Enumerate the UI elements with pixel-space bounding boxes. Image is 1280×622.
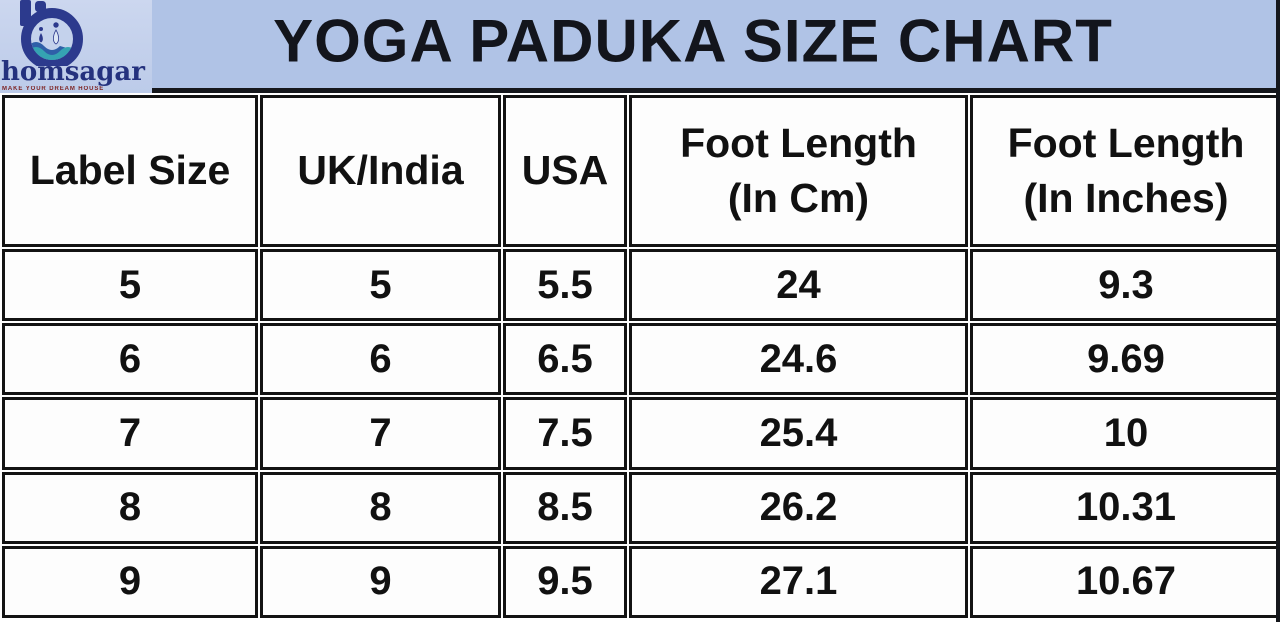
cell-foot-length-inches: 9.3 bbox=[970, 249, 1276, 322]
header-text: Foot Length bbox=[680, 119, 917, 166]
cell-label-size: 6 bbox=[2, 323, 258, 396]
size-chart-table: Label Size UK/India USA Foot Length (In C… bbox=[0, 93, 1276, 620]
cell-foot-length-inches: 9.69 bbox=[970, 323, 1276, 396]
page-title: YOGA PADUKA SIZE CHART bbox=[273, 7, 1113, 75]
cell-uk-india: 5 bbox=[260, 249, 501, 322]
cell-usa: 5.5 bbox=[503, 249, 627, 322]
table-header-row: Label Size UK/India USA Foot Length (In C… bbox=[2, 95, 1276, 247]
cell-foot-length-cm: 24.6 bbox=[629, 323, 968, 396]
header-text: Label Size bbox=[29, 147, 231, 194]
cell-label-size: 7 bbox=[2, 397, 258, 470]
cell-usa: 6.5 bbox=[503, 323, 627, 396]
homsagar-water-home-icon bbox=[20, 0, 83, 66]
cell-foot-length-cm: 25.4 bbox=[629, 397, 968, 470]
cell-uk-india: 8 bbox=[260, 471, 501, 544]
cell-foot-length-inches: 10.31 bbox=[970, 471, 1276, 544]
header-foot-length-cm: Foot Length (In Cm) bbox=[629, 95, 968, 247]
cell-label-size: 9 bbox=[2, 545, 258, 618]
cell-uk-india: 6 bbox=[260, 323, 501, 396]
header-uk-india: UK/India bbox=[260, 95, 501, 247]
table-row: 7 7 7.5 25.4 10 bbox=[2, 397, 1276, 470]
cell-foot-length-inches: 10.67 bbox=[970, 545, 1276, 618]
cell-foot-length-cm: 27.1 bbox=[629, 545, 968, 618]
header-label-size: Label Size bbox=[2, 95, 258, 247]
cell-label-size: 8 bbox=[2, 471, 258, 544]
cell-foot-length-inches: 10 bbox=[970, 397, 1276, 470]
cell-foot-length-cm: 24 bbox=[629, 249, 968, 322]
cell-uk-india: 9 bbox=[260, 545, 501, 618]
header-text: UK/India bbox=[297, 147, 464, 194]
brand-wordmark: homsagar bbox=[1, 57, 145, 87]
cell-uk-india: 7 bbox=[260, 397, 501, 470]
cell-label-size: 5 bbox=[2, 249, 258, 322]
brand-tagline: MAKE YOUR DREAM HOUSE bbox=[2, 86, 105, 92]
cell-usa: 8.5 bbox=[503, 471, 627, 544]
table-row: 8 8 8.5 26.2 10.31 bbox=[2, 471, 1276, 544]
table-row: 9 9 9.5 27.1 10.67 bbox=[2, 545, 1276, 618]
header-text: Foot Length bbox=[1007, 119, 1245, 166]
table-row: 6 6 6.5 24.6 9.69 bbox=[2, 323, 1276, 396]
header-text: USA bbox=[521, 147, 609, 194]
cell-usa: 7.5 bbox=[503, 397, 627, 470]
header-usa: USA bbox=[503, 95, 627, 247]
cell-usa: 9.5 bbox=[503, 545, 627, 618]
table-row: 5 5 5.5 24 9.3 bbox=[2, 249, 1276, 322]
cell-foot-length-cm: 26.2 bbox=[629, 471, 968, 544]
header-foot-length-inches: Foot Length (In Inches) bbox=[970, 95, 1276, 247]
title-bar: homsagar MAKE YOUR DREAM HOUSE YOGA PADU… bbox=[0, 0, 1276, 93]
homsagar-logo: homsagar MAKE YOUR DREAM HOUSE bbox=[0, 0, 152, 93]
